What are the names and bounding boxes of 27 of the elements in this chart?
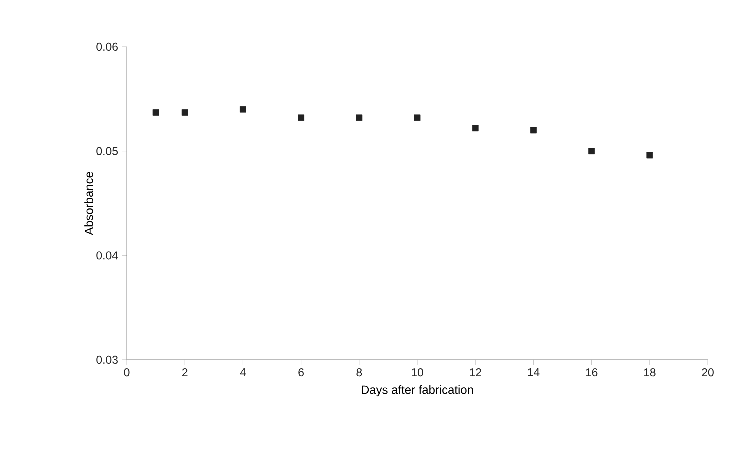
y-tick-label: 0.06 [96,42,118,52]
x-tick-label: 8 [356,368,362,377]
point [298,114,305,122]
x-tick-label: 14 [528,368,540,376]
x-tick-label: 12 [470,368,482,377]
x-tick-label: 2 [182,368,188,377]
point [530,127,537,134]
x-tick-label: 16 [586,368,598,377]
point [182,110,188,116]
point [240,106,246,113]
x-axis-title: Days after fabrication [362,385,474,397]
x-tick-label: 10 [412,368,424,377]
point [472,125,479,132]
point [414,114,421,122]
point [646,152,654,159]
point [152,110,160,116]
x-tick-label: 18 [644,368,656,377]
point [588,148,596,155]
x-tick-label: 0 [124,368,130,377]
y-axis-title: Absorbance [84,172,94,236]
x-tick-label: 6 [298,368,304,377]
x-tick-label: 20 [702,368,714,377]
y-tick-label: 0.03 [96,356,118,364]
x-tick-label: 4 [240,368,246,376]
y-tick-label: 0.04 [96,252,118,260]
point [356,114,363,122]
y-tick-label: 0.05 [96,147,118,156]
